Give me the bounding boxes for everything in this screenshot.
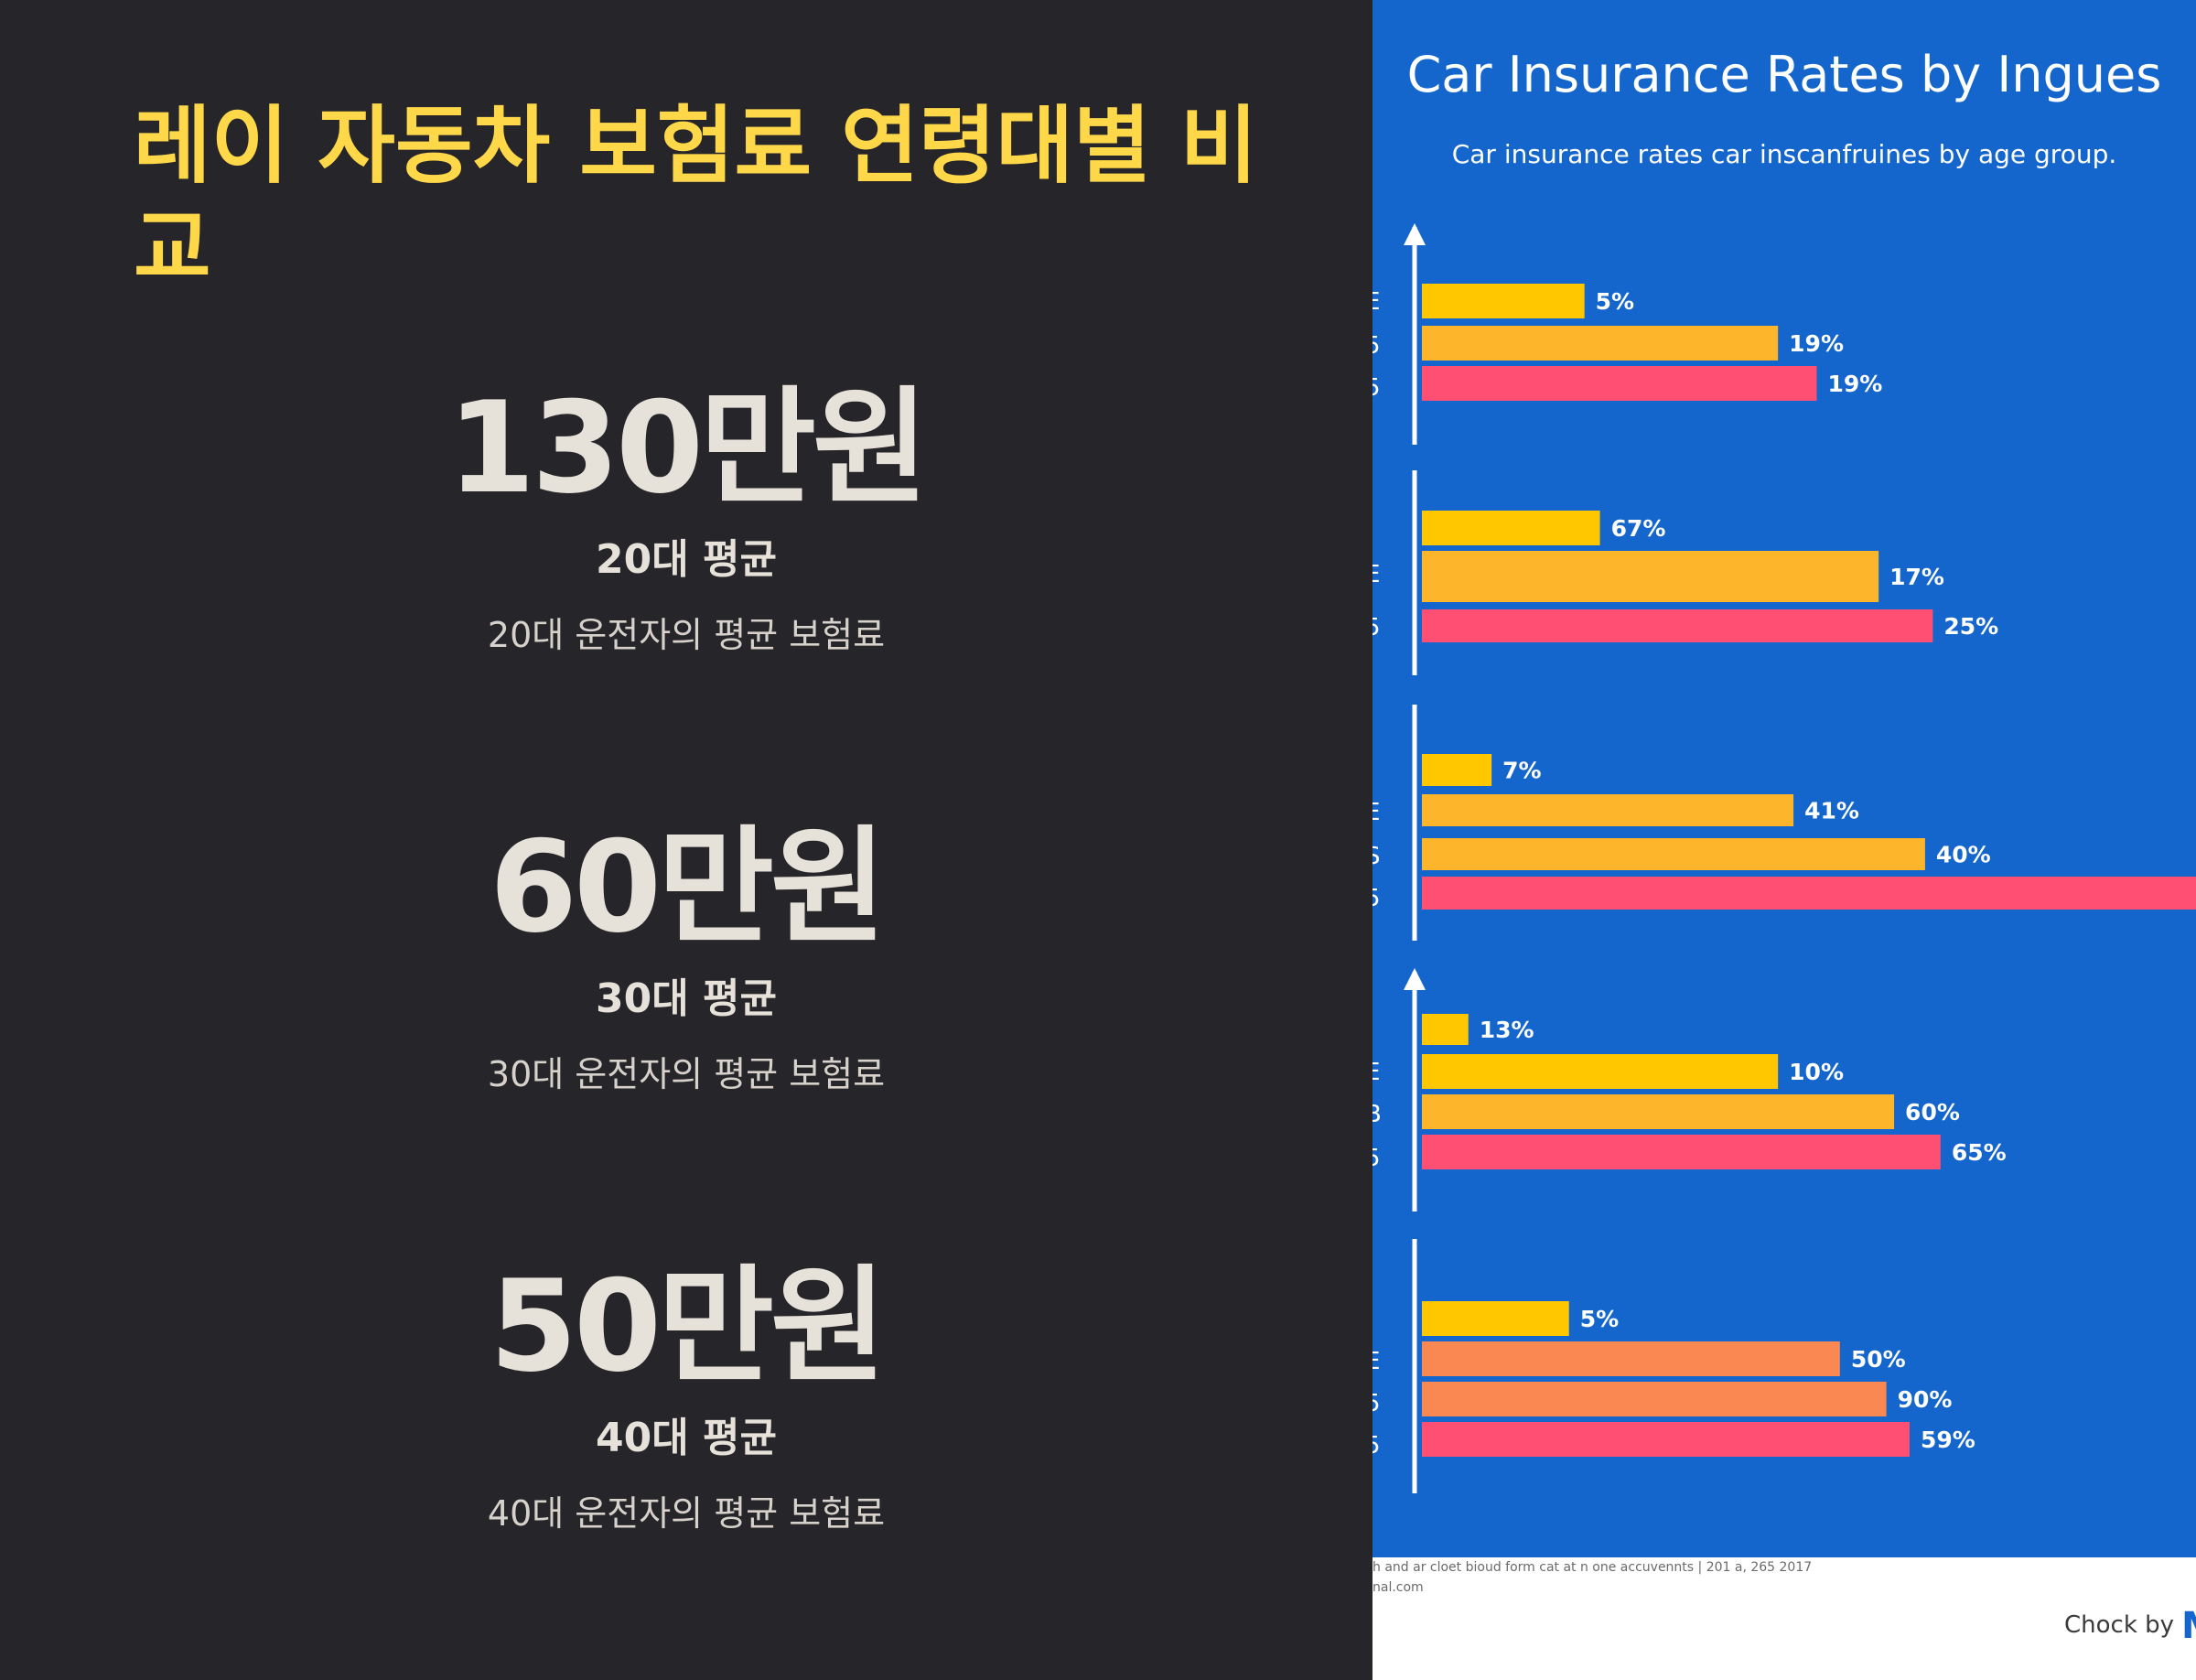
data-label: 65% bbox=[1952, 1139, 2007, 1166]
bar bbox=[1422, 551, 1879, 602]
row-label: S bbox=[1372, 843, 1381, 870]
bar bbox=[1422, 284, 1585, 318]
stat-40s: 50만원 40대 평균 40대 운전자의 평균 보험료 bbox=[229, 1254, 1144, 1539]
data-label: 60% bbox=[1905, 1099, 1960, 1125]
data-label: 17% bbox=[1889, 564, 1944, 590]
bar bbox=[1422, 794, 1794, 826]
bar bbox=[1422, 1054, 1779, 1089]
row-label: 5 bbox=[1372, 1145, 1381, 1172]
left-panel: 레이 자동차 보험료 연령대별 비교 130만원 20대 평균 20대 운전자의… bbox=[134, 97, 1258, 1539]
axis-arrow-icon bbox=[1404, 223, 1426, 245]
footer-band bbox=[1372, 1557, 2196, 1680]
row-label: E bbox=[1372, 561, 1380, 588]
bar bbox=[1422, 511, 1600, 545]
footer-note-line: h and ar cloet bioud form cat at n one a… bbox=[1372, 1560, 1813, 1575]
data-label: 59% bbox=[1921, 1427, 1975, 1453]
slide-title: 레이 자동차 보험료 연령대별 비교 bbox=[134, 97, 1258, 297]
data-label: 40% bbox=[1936, 842, 1991, 868]
row-label: 5 bbox=[1372, 332, 1381, 360]
bar bbox=[1422, 366, 1817, 401]
row-label: 5 bbox=[1372, 1390, 1381, 1417]
stat-value: 130만원 bbox=[447, 374, 929, 522]
stat-label: 40대 평균 bbox=[596, 1415, 777, 1461]
row-label: E bbox=[1372, 799, 1380, 826]
data-label: 13% bbox=[1480, 1017, 1534, 1043]
data-label: 50% bbox=[1851, 1346, 1906, 1373]
stat-description: 30대 운전자의 평균 보험료 bbox=[487, 1054, 886, 1094]
chart-title: Car Insurance Rates by Ingues bbox=[1407, 46, 2162, 103]
row-label: E bbox=[1372, 288, 1380, 316]
data-label: 67% bbox=[1611, 515, 1666, 542]
data-label: 19% bbox=[1827, 371, 1882, 397]
stat-label: 20대 평균 bbox=[596, 536, 777, 583]
data-label: 5% bbox=[1580, 1306, 1619, 1332]
row-label: B bbox=[1372, 1101, 1382, 1128]
row-label: 5 bbox=[1372, 885, 1381, 912]
bar bbox=[1422, 1341, 1840, 1376]
bar bbox=[1422, 1135, 1941, 1169]
data-label: 10% bbox=[1789, 1059, 1844, 1085]
data-label: 5% bbox=[1596, 288, 1634, 315]
stat-20s: 130만원 20대 평균 20대 운전자의 평균 보험료 bbox=[229, 375, 1144, 661]
axis-arrow-icon bbox=[1404, 968, 1426, 990]
bar bbox=[1422, 1422, 1910, 1457]
row-label: 5 bbox=[1372, 1432, 1381, 1459]
stat-label: 30대 평균 bbox=[596, 975, 777, 1022]
footer-brand: Chock byM bbox=[2064, 1605, 2196, 1647]
stat-description: 40대 운전자의 평균 보험료 bbox=[487, 1493, 886, 1534]
data-label: 41% bbox=[1804, 798, 1859, 824]
stat-value: 60만원 bbox=[490, 813, 887, 961]
infographic-panel: Car Insurance Rates by Ingues Car insura… bbox=[1372, 0, 2196, 1680]
bar-chart: Car Insurance Rates by Ingues Car insura… bbox=[1372, 46, 2196, 1680]
stat-description: 20대 운전자의 평균 보험료 bbox=[487, 615, 886, 655]
data-label: 7% bbox=[1502, 758, 1541, 784]
row-label: E bbox=[1372, 1059, 1380, 1086]
footer-note: h and ar cloet bioud form cat at n one a… bbox=[1372, 1557, 1885, 1598]
row-label: 5 bbox=[1372, 614, 1381, 641]
footer-note-line: nal.com bbox=[1372, 1580, 1424, 1595]
data-label: 19% bbox=[1789, 330, 1844, 357]
bar bbox=[1422, 1301, 1569, 1336]
bar bbox=[1422, 609, 1933, 642]
bar bbox=[1422, 1094, 1895, 1129]
footer-brand-text: Chock by bbox=[2064, 1611, 2175, 1639]
row-label: 5 bbox=[1372, 374, 1381, 402]
data-label: 25% bbox=[1943, 613, 1998, 640]
bar bbox=[1422, 1382, 1887, 1416]
bar bbox=[1422, 877, 2196, 910]
stat-30s: 60만원 30대 평균 30대 운전자의 평균 보험료 bbox=[229, 814, 1144, 1100]
bar bbox=[1422, 326, 1779, 361]
bar bbox=[1422, 1014, 1469, 1045]
bar bbox=[1422, 754, 1492, 786]
brand-mark: M bbox=[2181, 1605, 2196, 1647]
row-label: E bbox=[1372, 1348, 1380, 1375]
chart-subtitle: Car insurance rates car inscanfruines by… bbox=[1452, 139, 2117, 169]
stat-value: 50만원 bbox=[490, 1253, 887, 1400]
bar bbox=[1422, 838, 1925, 870]
data-label: 90% bbox=[1898, 1386, 1953, 1413]
